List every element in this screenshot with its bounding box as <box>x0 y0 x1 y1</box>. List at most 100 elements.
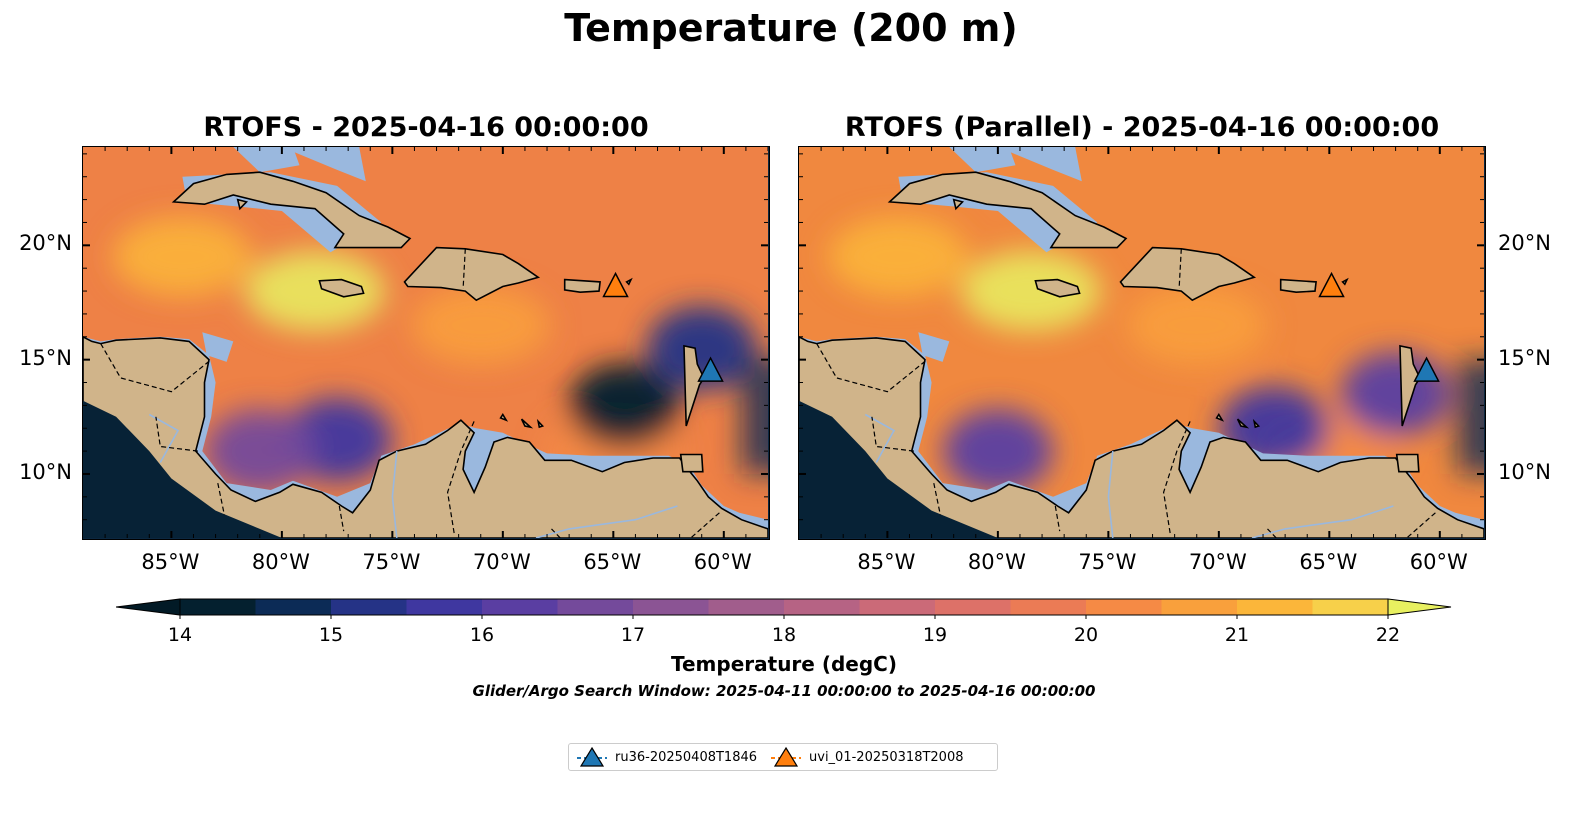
country-border <box>338 505 345 532</box>
land-area <box>952 198 965 211</box>
country-border <box>100 343 212 393</box>
east-cold-band <box>1457 359 1484 474</box>
lon-tick-label: 80°W <box>251 550 310 574</box>
warm-pool <box>1126 285 1267 366</box>
country-border <box>816 343 928 393</box>
country-border <box>1267 528 1277 538</box>
land-area <box>536 418 545 429</box>
lon-tick-label: 65°W <box>583 550 642 574</box>
colorbar-extend-max <box>1387 598 1452 616</box>
search-window-note: Glider/Argo Search Window: 2025-04-11 00… <box>472 682 1096 700</box>
colorbar-tick-label: 17 <box>620 624 646 646</box>
lat-tick-label: 10°N <box>19 459 72 484</box>
cold-core <box>942 409 1053 494</box>
legend-marker-ru36 <box>577 746 607 767</box>
colorbar-tick-label: 14 <box>167 624 193 646</box>
glider-marker <box>602 271 629 298</box>
land-area <box>1215 412 1225 422</box>
glider-marker <box>697 356 724 382</box>
colorbar-segment <box>633 599 710 615</box>
land-area <box>1119 246 1257 302</box>
lat-tick-label: 20°N <box>1498 231 1551 256</box>
land-area <box>1252 418 1261 429</box>
colorbar-segment <box>784 599 861 615</box>
colorbar-tick-label: 16 <box>469 624 495 646</box>
shelf-area <box>281 147 366 182</box>
land-area <box>171 171 412 249</box>
country-border <box>1178 248 1182 289</box>
lon-tick-label: 85°W <box>141 550 200 574</box>
land-area <box>520 418 534 429</box>
colorbar-tick-label: 22 <box>1375 624 1401 646</box>
land-area <box>1236 418 1250 429</box>
colorbar-segment <box>406 599 483 615</box>
legend-label-uvi01: uvi_01-20250318T2008 <box>809 749 964 765</box>
river <box>148 413 180 463</box>
lon-tick-label: 70°W <box>1188 550 1247 574</box>
map-rtofs <box>82 146 770 540</box>
country-border <box>1054 505 1061 532</box>
land-area <box>887 171 1128 249</box>
pacific-ocean <box>799 400 998 538</box>
colorbar-segment <box>859 599 936 615</box>
colorbar-label: Temperature (degC) <box>671 652 897 676</box>
legend-item-ru36: ru36-20250408T1846 <box>577 746 757 768</box>
colorbar-segment <box>482 599 559 615</box>
river <box>391 451 398 538</box>
figure-title: Temperature (200 m) <box>564 6 1018 50</box>
east-cold-band <box>741 359 768 474</box>
colorbar-tick-label: 21 <box>1224 624 1250 646</box>
panel-title-rtofs: RTOFS - 2025-04-16 00:00:00 <box>203 112 649 143</box>
lon-tick-label: 60°W <box>693 550 752 574</box>
colorbar-segment <box>255 599 332 615</box>
colorbar-segment <box>1237 599 1314 615</box>
land-area <box>563 278 601 294</box>
panel-title-rtofs-parallel: RTOFS (Parallel) - 2025-04-16 00:00:00 <box>844 112 1440 143</box>
cold-core <box>646 306 757 391</box>
legend-item-uvi01: uvi_01-20250318T2008 <box>771 746 964 768</box>
warm-pool <box>961 251 1102 332</box>
land-area <box>1034 278 1081 298</box>
map-rtofs-parallel <box>798 146 1486 540</box>
lon-tick-label: 60°W <box>1409 550 1468 574</box>
colorbar-segment <box>1086 599 1163 615</box>
colorbar-tick-label: 20 <box>1073 624 1099 646</box>
lat-tick-label: 15°N <box>19 345 72 370</box>
colorbar-segment <box>331 599 408 615</box>
land-area <box>625 277 633 286</box>
land-area <box>499 412 509 422</box>
pacific-ocean <box>83 400 282 538</box>
colorbar-tick-label: 15 <box>318 624 344 646</box>
country-border <box>1162 421 1191 534</box>
warm-pool <box>245 251 386 332</box>
colorbar <box>116 598 1452 619</box>
warm-pool <box>410 285 551 366</box>
shelf-area <box>918 332 950 362</box>
colorbar-extend-min <box>116 598 181 616</box>
lon-tick-label: 75°W <box>1078 550 1137 574</box>
land-area <box>236 198 249 211</box>
lon-tick-label: 65°W <box>1299 550 1358 574</box>
shelf-area <box>202 332 234 362</box>
country-border <box>155 416 198 452</box>
country-border <box>871 416 914 452</box>
country-border <box>551 528 561 538</box>
colorbar-tick-label: 19 <box>922 624 948 646</box>
river <box>1107 451 1114 538</box>
country-border <box>933 482 941 516</box>
glider-marker <box>1413 356 1440 382</box>
colorbar-segment <box>708 599 785 615</box>
lon-tick-label: 80°W <box>967 550 1026 574</box>
river <box>535 505 678 538</box>
shelf-area <box>233 147 300 173</box>
colorbar-segment <box>1010 599 1087 615</box>
land-area <box>1279 278 1317 294</box>
colorbar-segment <box>935 599 1012 615</box>
shelf-area <box>997 147 1082 182</box>
country-border <box>446 421 475 534</box>
colorbar-segment <box>180 599 257 615</box>
lat-tick-label: 20°N <box>19 231 72 256</box>
lat-tick-label: 10°N <box>1498 459 1551 484</box>
legend-marker-uvi01 <box>771 746 802 767</box>
legend-label-ru36: ru36-20250408T1846 <box>615 749 758 765</box>
